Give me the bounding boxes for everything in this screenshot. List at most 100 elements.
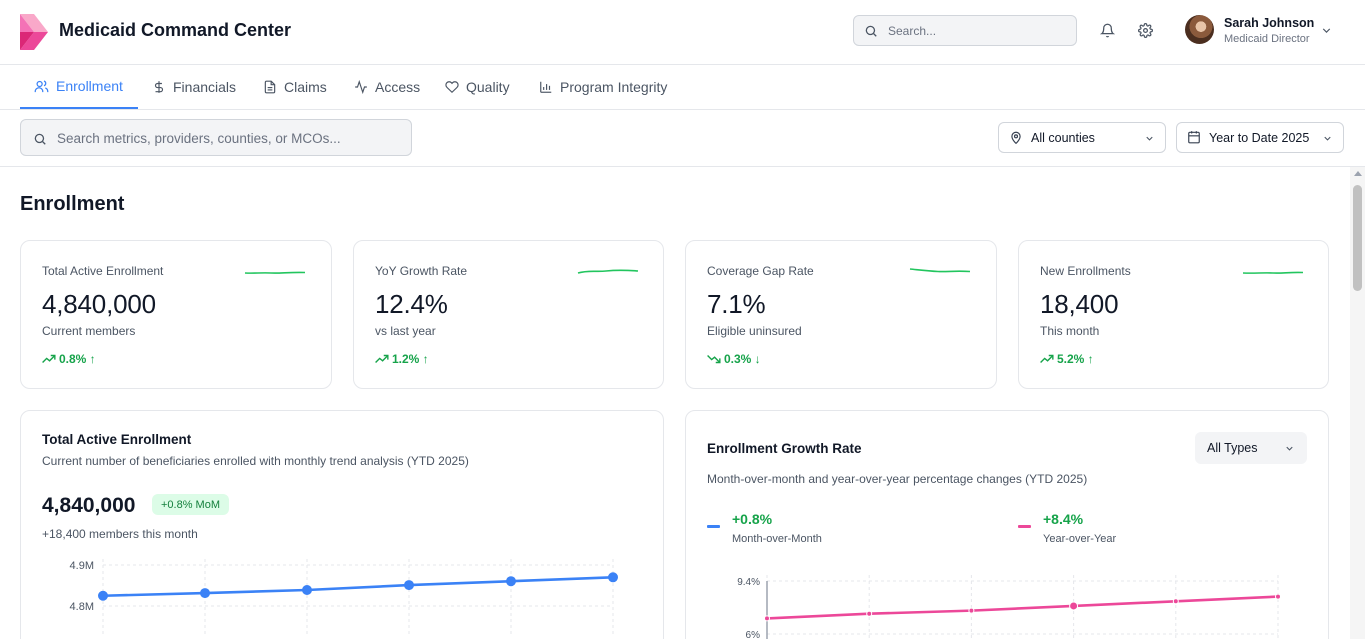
- type-select[interactable]: All Types: [1195, 432, 1307, 464]
- kpi-delta: 5.2% ↑: [1040, 352, 1094, 366]
- search-icon: [865, 25, 877, 37]
- kpi-label: New Enrollments: [1040, 264, 1131, 278]
- legend-swatch: [1018, 525, 1031, 528]
- tab-label: Enrollment: [56, 78, 123, 94]
- heart-icon: [445, 81, 459, 94]
- page-title: Enrollment: [20, 193, 125, 215]
- user-role: Medicaid Director: [1224, 33, 1310, 45]
- enrollment-value: 4,840,000: [42, 494, 136, 517]
- data-point: [404, 580, 414, 591]
- y-tick-label: 9.4%: [737, 577, 760, 588]
- filter-bar: All counties Year to Date 2025: [0, 110, 1365, 167]
- legend-swatch: [707, 525, 720, 528]
- county-select[interactable]: All counties: [998, 122, 1166, 153]
- sparkline: [909, 268, 971, 273]
- card-title: Total Active Enrollment: [42, 432, 192, 447]
- calendar-icon: [1188, 131, 1200, 144]
- period-select-value: Year to Date 2025: [1209, 131, 1310, 145]
- scrollbar-thumb[interactable]: [1353, 185, 1362, 291]
- data-point: [200, 588, 210, 599]
- app-title: Medicaid Command Center: [59, 20, 292, 40]
- legend-label: Month-over-Month: [732, 533, 822, 545]
- header-search[interactable]: [853, 15, 1077, 46]
- kpi-delta: 0.3% ↓: [707, 352, 761, 366]
- header-search-input[interactable]: [888, 22, 1068, 40]
- growth-line-chart: 9.4% 6%: [737, 575, 1281, 639]
- notifications-button[interactable]: [1098, 21, 1116, 39]
- kpi-card-coverage-gap[interactable]: Coverage Gap Rate 7.1% Eligible uninsure…: [685, 240, 997, 389]
- data-point: [608, 572, 618, 583]
- kpi-label: YoY Growth Rate: [375, 264, 468, 278]
- data-point: [1172, 598, 1179, 605]
- map-pin-icon: [1011, 131, 1021, 145]
- series-line: [766, 595, 1279, 620]
- user-name[interactable]: Sarah Johnson: [1224, 16, 1315, 30]
- tab-enrollment[interactable]: Enrollment: [20, 65, 138, 109]
- trending-up-icon: [42, 354, 56, 363]
- sparkline: [1242, 271, 1304, 274]
- settings-button[interactable]: [1136, 21, 1154, 39]
- metrics-search-input[interactable]: [57, 129, 397, 147]
- series-line: [102, 576, 614, 598]
- enrollment-line-chart: 4.9M 4.8M: [70, 559, 618, 636]
- kpi-delta-text: 1.2% ↑: [392, 352, 429, 366]
- kpi-value: 18,400: [1040, 289, 1119, 319]
- tab-quality[interactable]: Quality: [445, 65, 510, 109]
- sparkline: [244, 271, 306, 274]
- data-point: [764, 615, 770, 622]
- scroll-up-arrow[interactable]: [1354, 171, 1362, 176]
- tab-program-integrity[interactable]: Program Integrity: [539, 65, 667, 109]
- tab-label: Quality: [466, 79, 510, 95]
- data-point: [1275, 593, 1281, 600]
- trending-up-icon: [1040, 354, 1054, 363]
- tab-label: Access: [375, 79, 421, 95]
- tab-access[interactable]: Access: [354, 65, 420, 109]
- kpi-card-new-enrollments[interactable]: New Enrollments 18,400 This month 5.2% ↑: [1018, 240, 1329, 389]
- chart-series: [98, 572, 618, 601]
- trending-up-icon: [375, 354, 389, 363]
- mom-badge: +0.8% MoM: [152, 494, 229, 515]
- period-select[interactable]: Year to Date 2025: [1176, 122, 1344, 153]
- kpi-delta-text: 5.2% ↑: [1057, 352, 1094, 366]
- enrollment-chart-card: Total Active Enrollment Current number o…: [20, 410, 664, 639]
- tab-label: Program Integrity: [560, 79, 668, 95]
- data-point: [968, 607, 975, 614]
- tab-financials[interactable]: Financials: [152, 65, 236, 109]
- kpi-value: 7.1%: [707, 289, 766, 319]
- chevron-down-icon[interactable]: [1320, 24, 1333, 37]
- kpi-value: 4,840,000: [42, 289, 156, 319]
- chart-grid: [102, 559, 614, 636]
- metrics-search[interactable]: [20, 119, 412, 156]
- activity-icon: [355, 80, 367, 94]
- kpi-card-total-enrollment[interactable]: Total Active Enrollment 4,840,000 Curren…: [20, 240, 332, 389]
- kpi-card-yoy-growth[interactable]: YoY Growth Rate 12.4% vs last year 1.2% …: [353, 240, 664, 389]
- card-title: Enrollment Growth Rate: [707, 441, 862, 456]
- kpi-label: Coverage Gap Rate: [707, 264, 814, 278]
- kpi-label: Total Active Enrollment: [42, 264, 164, 278]
- data-point: [302, 585, 312, 596]
- data-point: [98, 590, 108, 601]
- tab-bar: Enrollment Financials Claims Access Qual…: [0, 65, 1365, 110]
- trending-down-icon: [707, 355, 721, 364]
- avatar[interactable]: [1185, 15, 1214, 44]
- document-icon: [264, 80, 276, 94]
- card-subtitle: Current number of beneficiaries enrolled…: [42, 454, 469, 468]
- tab-label: Financials: [173, 79, 237, 95]
- chevron-down-icon: [1324, 136, 1331, 141]
- y-tick-label: 4.8M: [70, 601, 94, 613]
- kpi-delta-text: 0.8% ↑: [59, 352, 96, 366]
- growth-chart-card: Enrollment Growth Rate All Types Month-o…: [685, 410, 1329, 639]
- kpi-delta: 1.2% ↑: [375, 352, 429, 366]
- kpi-value: 12.4%: [375, 289, 448, 319]
- kpi-sub: vs last year: [375, 324, 436, 338]
- tab-label: Claims: [284, 79, 327, 95]
- chevron-down-icon: [1146, 136, 1153, 141]
- y-tick-label: 4.9M: [70, 560, 94, 572]
- bell-icon: [1099, 23, 1115, 37]
- chart-series: [764, 593, 1281, 622]
- kpi-sub: Current members: [42, 324, 136, 338]
- bar-chart-icon: [540, 81, 552, 93]
- data-point: [506, 576, 516, 587]
- y-tick-label: 6%: [746, 630, 761, 639]
- tab-claims[interactable]: Claims: [263, 65, 327, 109]
